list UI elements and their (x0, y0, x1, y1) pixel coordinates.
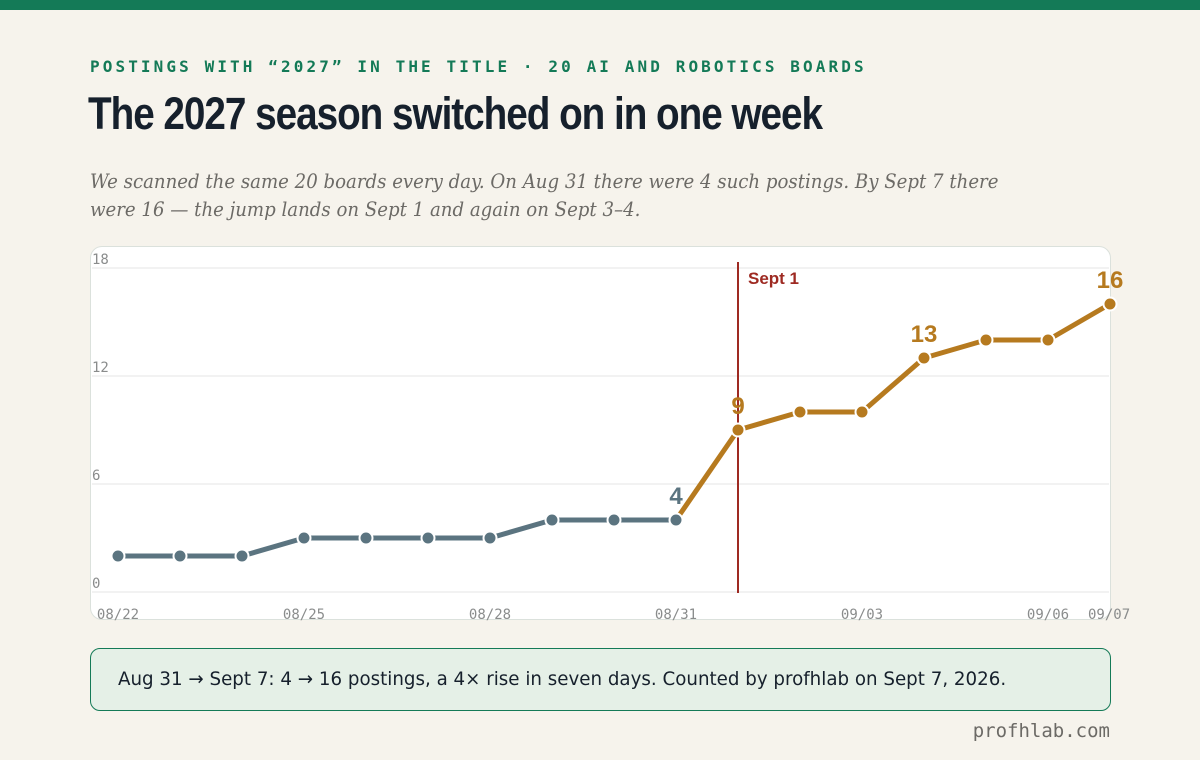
data-point (172, 548, 188, 564)
summary-text: Aug 31 → Sept 7: 4 → 16 postings, a 4× r… (118, 668, 1007, 690)
data-label: 13 (911, 321, 938, 348)
data-point (916, 350, 932, 366)
x-tick-label: 08/25 (283, 607, 325, 623)
series-line-after (673, 301, 1113, 523)
marker-label: Sept 1 (748, 269, 799, 288)
data-point (978, 332, 994, 348)
data-point (234, 548, 250, 564)
data-point (792, 404, 808, 420)
data-point (854, 404, 870, 420)
y-tick-label: 12 (92, 360, 109, 376)
data-point (296, 530, 312, 546)
chart-panel (90, 246, 1111, 620)
y-tick-label: 18 (92, 252, 109, 268)
y-tick-label: 6 (92, 468, 100, 484)
data-point (420, 530, 436, 546)
data-label: 9 (731, 393, 744, 420)
x-tick-label: 09/07 (1088, 607, 1130, 623)
data-point (358, 530, 374, 546)
data-point (606, 512, 622, 528)
data-point (110, 548, 126, 564)
x-tick-label: 08/28 (469, 607, 511, 623)
summary-callout: Aug 31 → Sept 7: 4 → 16 postings, a 4× r… (90, 648, 1111, 711)
site-credit: profhlab.com (972, 720, 1110, 742)
series-line-before (115, 517, 679, 559)
data-point (668, 512, 684, 528)
x-tick-label: 09/03 (841, 607, 883, 623)
data-point (482, 530, 498, 546)
data-label: 4 (669, 483, 683, 510)
data-label: 16 (1097, 267, 1124, 294)
data-point (730, 422, 746, 438)
x-tick-label: 09/06 (1027, 607, 1069, 623)
top-accent-bar (0, 0, 1200, 10)
data-point (1040, 332, 1056, 348)
chart-title: The 2027 season switched on in one week (88, 88, 823, 139)
x-tick-label: 08/31 (655, 607, 697, 623)
chart-kicker: POSTINGS WITH “2027” IN THE TITLE · 20 A… (90, 57, 867, 76)
data-point (1102, 296, 1118, 312)
y-tick-label: 0 (92, 576, 100, 592)
data-point (544, 512, 560, 528)
chart-subtitle: We scanned the same 20 boards every day.… (90, 170, 999, 221)
x-tick-label: 08/22 (97, 607, 139, 623)
line-chart: 0 6 12 18 08/22 08/25 08/28 08/31 09/03 09/06 09/0… (92, 252, 1130, 623)
